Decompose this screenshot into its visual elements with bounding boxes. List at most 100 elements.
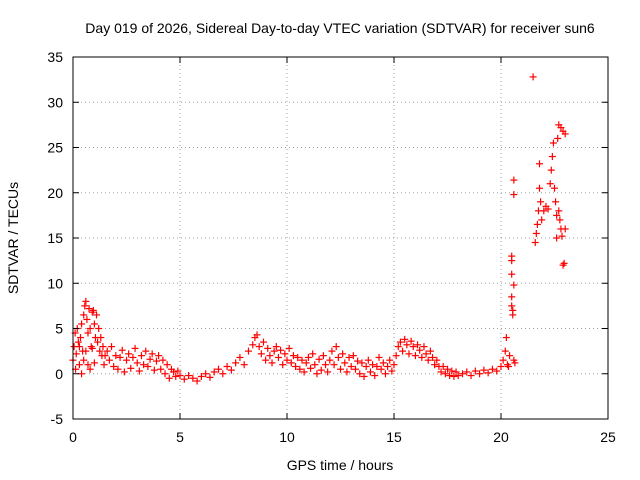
data-point [510, 281, 518, 289]
data-point [431, 361, 439, 369]
data-point [176, 372, 184, 380]
data-point [298, 356, 306, 364]
data-point [161, 370, 169, 378]
data-point [296, 365, 304, 373]
data-point [210, 368, 218, 376]
data-point [369, 361, 377, 369]
data-point [349, 352, 357, 360]
data-point [163, 361, 171, 369]
x-tick-label: 25 [600, 429, 616, 445]
data-point [379, 359, 387, 367]
data-point [101, 352, 109, 360]
data-point [97, 334, 105, 342]
data-point [493, 367, 501, 375]
data-point [277, 346, 285, 354]
data-point [197, 372, 205, 380]
data-point [458, 370, 466, 378]
data-point [240, 361, 248, 369]
data-point [142, 347, 150, 355]
data-point [232, 359, 240, 367]
data-point [202, 370, 210, 378]
data-point [467, 372, 475, 380]
data-point [137, 352, 145, 360]
grid-layer [73, 57, 608, 419]
data-point [133, 359, 141, 367]
data-point [544, 205, 552, 213]
data-point [155, 352, 163, 360]
y-tick-label: 15 [47, 230, 63, 246]
data-point [343, 368, 351, 376]
data-point [538, 216, 546, 224]
data-point [341, 359, 349, 367]
data-point [144, 363, 152, 371]
data-point [334, 353, 342, 361]
data-point [384, 363, 392, 371]
x-axis-title: GPS time / hours [287, 457, 394, 473]
data-point [129, 353, 137, 361]
data-point [547, 166, 555, 174]
data-point [283, 356, 291, 364]
data-point [253, 331, 261, 339]
data-point [508, 302, 516, 310]
data-point [193, 377, 201, 385]
data-point [405, 350, 413, 358]
data-point [255, 343, 263, 351]
data-point [215, 365, 223, 373]
data-point [127, 364, 135, 372]
data-point [529, 73, 537, 81]
data-point [509, 311, 517, 319]
data-point [152, 357, 160, 365]
data-point [236, 353, 244, 361]
data-point [131, 344, 139, 352]
data-point [83, 315, 91, 323]
data-point [326, 356, 334, 364]
data-point [324, 368, 332, 376]
data-point [556, 216, 564, 224]
data-point [123, 356, 130, 364]
x-tick-label: 10 [279, 429, 295, 445]
y-tick-label: 10 [47, 275, 63, 291]
data-point [105, 356, 113, 364]
data-point [87, 343, 95, 351]
data-point [120, 368, 128, 376]
data-point [416, 346, 424, 354]
data-point [317, 366, 325, 374]
data-point [501, 347, 509, 355]
data-point [407, 337, 415, 345]
data-point [508, 293, 516, 301]
data-point [292, 363, 300, 371]
data-point [414, 341, 422, 349]
data-layer [69, 73, 569, 385]
data-point [452, 368, 460, 376]
data-point [294, 353, 302, 361]
data-point [559, 261, 567, 269]
data-point [90, 320, 98, 328]
data-point [82, 347, 90, 355]
data-point [319, 352, 327, 360]
data-point [371, 372, 379, 380]
data-point [94, 338, 102, 346]
data-point [172, 372, 180, 380]
data-point [484, 369, 492, 377]
data-point [454, 372, 462, 380]
data-point [448, 367, 456, 375]
data-point [274, 353, 282, 361]
y-tick-label: 0 [55, 366, 63, 382]
data-point [259, 338, 267, 346]
data-point [360, 372, 368, 380]
data-point [206, 373, 214, 381]
data-point [533, 220, 541, 228]
data-point [554, 134, 562, 142]
y-tick-label: 5 [55, 321, 63, 337]
data-point [510, 191, 518, 199]
data-point [506, 352, 514, 360]
data-point [497, 363, 505, 371]
data-point [307, 364, 315, 372]
data-point [304, 353, 312, 361]
data-point [86, 365, 94, 373]
data-point [89, 306, 97, 314]
data-point [80, 356, 88, 364]
data-point [537, 198, 545, 206]
data-point [510, 176, 518, 184]
